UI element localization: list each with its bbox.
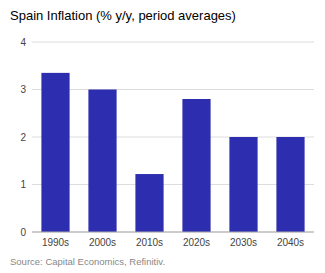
bar [276, 137, 304, 232]
bars [41, 73, 304, 232]
source-note: Source: Capital Economics, Refinitiv. [10, 256, 165, 267]
bar [182, 99, 210, 232]
title: Spain Inflation (% y/y, period averages) [10, 8, 236, 23]
bar [88, 90, 116, 233]
y-tick-label: 0 [20, 227, 26, 238]
x-axis: 1990s 2000s 2010s 2020s 2030s 2040s [32, 232, 314, 248]
grid-line [32, 184, 314, 185]
grid-line [32, 137, 314, 138]
y-tick-label: 1 [20, 179, 26, 190]
grid-line [32, 89, 314, 90]
x-tick-label: 2000s [89, 237, 116, 248]
y-tick-label: 3 [20, 84, 26, 95]
y-tick-label: 2 [20, 132, 26, 143]
x-tick-label: 2020s [183, 237, 210, 248]
grid-line [32, 232, 314, 233]
bar [41, 73, 69, 232]
y-axis: 0 1 2 3 4 [20, 37, 314, 238]
chart-container: Spain Inflation (% y/y, period averages)… [0, 0, 325, 273]
x-axis-line [32, 232, 314, 233]
x-tick-label: 1990s [42, 237, 69, 248]
y-tick-label: 4 [20, 37, 26, 48]
x-tick-label: 2030s [230, 237, 257, 248]
grid-line [32, 42, 314, 43]
x-tick-label: 2010s [136, 237, 163, 248]
bar [135, 174, 163, 232]
chart: Spain Inflation (% y/y, period averages)… [0, 0, 325, 273]
bar [229, 137, 257, 232]
x-tick-label: 2040s [277, 237, 304, 248]
